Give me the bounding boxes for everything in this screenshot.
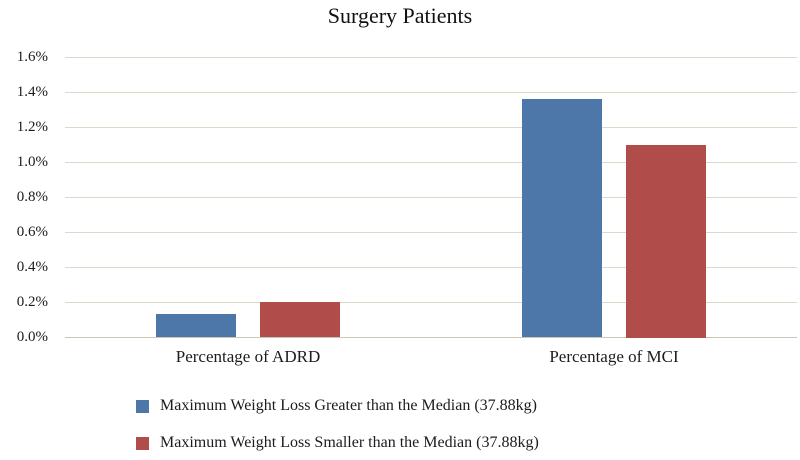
legend-swatch-icon [136,399,149,413]
legend: Maximum Weight Loss Greater than the Med… [136,394,539,460]
y-tick-label: 0.2% [16,294,48,310]
bar-series2-category2 [626,145,706,338]
bar-series2-category1 [260,302,340,337]
gridline [65,57,797,58]
y-tick-label: 0.0% [16,329,48,345]
y-tick-label: 1.4% [16,84,48,100]
plot-area [65,57,797,338]
gridline [65,232,797,233]
legend-label: Maximum Weight Loss Greater than the Med… [160,397,537,414]
bar-series1-category1 [156,314,236,337]
x-axis-line [65,337,797,338]
legend-item: Maximum Weight Loss Greater than the Med… [136,394,539,418]
legend-label: Maximum Weight Loss Smaller than the Med… [160,434,539,451]
y-tick-label: 0.8% [16,189,48,205]
legend-swatch-icon [136,436,149,450]
chart-title: Surgery Patients [327,3,473,28]
bar-series1-category2 [522,99,602,337]
y-tick-label: 1.0% [16,154,48,170]
y-tick-label: 1.2% [16,119,48,135]
gridline [65,197,797,198]
gridline [65,267,797,268]
y-tick-label: 1.6% [16,49,48,65]
y-tick-label: 0.4% [16,259,48,275]
x-category-label: Percentage of ADRD [175,347,321,366]
gridline [65,92,797,93]
y-tick-label: 0.6% [16,224,48,240]
gridline [65,127,797,128]
gridline [65,162,797,163]
x-category-label: Percentage of MCI [549,347,679,366]
legend-item: Maximum Weight Loss Smaller than the Med… [136,431,539,455]
gridline [65,302,797,303]
